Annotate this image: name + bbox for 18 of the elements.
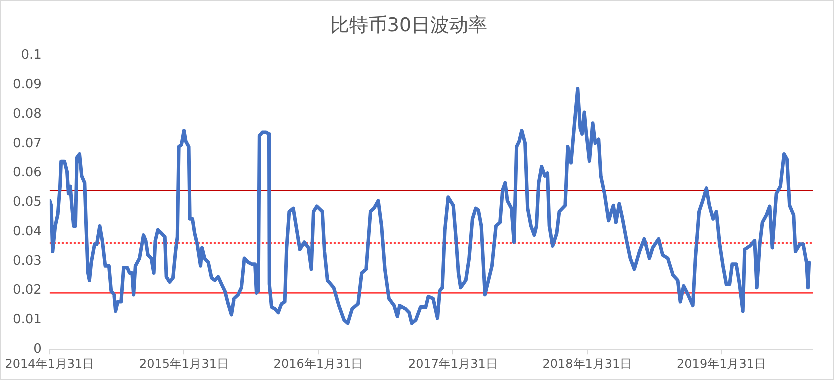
y-tick-label: 0.08 <box>12 106 42 122</box>
y-tick-label: 0.09 <box>12 78 42 93</box>
y-tick-label: 0.07 <box>12 136 42 152</box>
x-tick-label: 2014年1月31日 <box>5 356 95 371</box>
y-tick-label: 0.03 <box>12 254 42 269</box>
y-tick-label: 0.01 <box>12 312 42 328</box>
chart-title: 比特币30日波动率 <box>330 14 488 36</box>
x-tick-label: 2015年1月31日 <box>140 356 229 371</box>
y-tick-label: 0.04 <box>12 224 42 240</box>
y-tick-label: 0.05 <box>12 195 42 210</box>
x-tick-label: 2018年1月31日 <box>542 356 632 371</box>
y-tick-label: 0 <box>34 342 42 357</box>
x-tick-label: 2016年1月31日 <box>274 356 364 371</box>
y-tick-label: 0.06 <box>12 166 42 181</box>
x-tick-label: 2017年1月31日 <box>408 356 498 371</box>
y-tick-label: 0.1 <box>21 48 42 64</box>
y-tick-label: 0.02 <box>12 283 42 298</box>
x-tick-label: 2019年1月31日 <box>677 356 766 371</box>
